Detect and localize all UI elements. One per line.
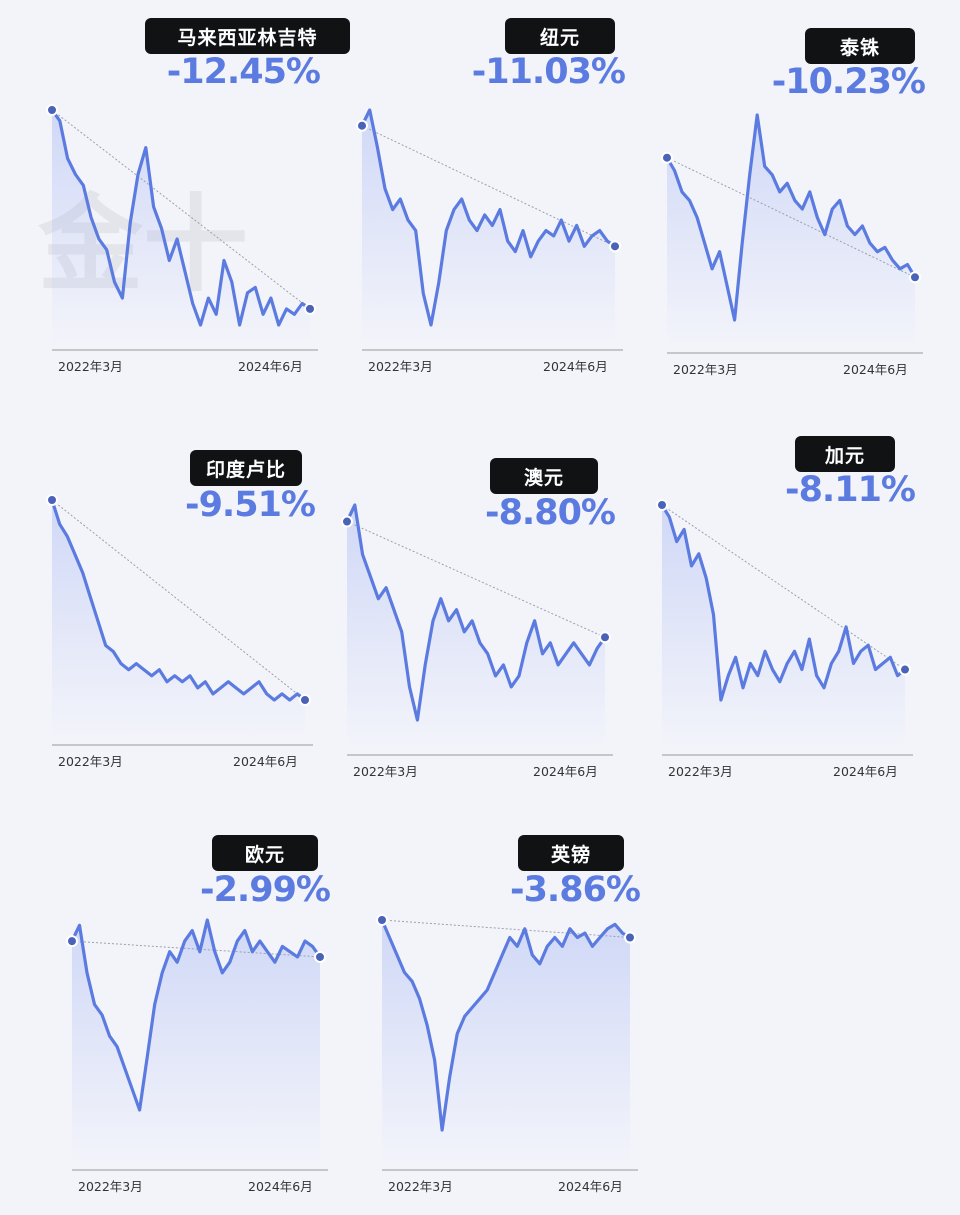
- x-tick-end: 2024年6月: [238, 359, 303, 374]
- start-point: [341, 515, 353, 528]
- currency-label: 澳元: [490, 458, 598, 494]
- trend-line: [361, 125, 616, 247]
- x-tick-start: 2022年3月: [353, 764, 418, 779]
- currency-label: 印度卢比: [190, 450, 302, 486]
- currency-label: 欧元: [212, 835, 318, 871]
- currency-label: 加元: [795, 436, 895, 472]
- area-fill: [347, 505, 605, 750]
- start-point: [656, 499, 668, 511]
- start-point: [661, 151, 673, 164]
- x-tick-start: 2022年3月: [668, 764, 733, 779]
- currency-label: 泰铢: [805, 28, 915, 64]
- percent-change: -10.23%: [771, 62, 926, 102]
- x-tick-start: 2022年3月: [673, 362, 738, 377]
- trend-line: [666, 157, 916, 278]
- percent-change: -3.86%: [510, 870, 641, 910]
- percent-change: -8.80%: [485, 493, 616, 533]
- x-tick-end: 2024年6月: [833, 764, 898, 779]
- currency-label: 英镑: [518, 835, 624, 871]
- percent-change: -11.03%: [471, 52, 626, 92]
- trend-line: [346, 521, 606, 638]
- series-line: [70, 918, 322, 1112]
- start-point: [376, 914, 388, 926]
- trend-line: [381, 919, 631, 938]
- series-line: [50, 499, 306, 702]
- currency-label: 马来西亚林吉特: [145, 18, 350, 54]
- x-tick-start: 2022年3月: [78, 1179, 143, 1194]
- x-tick-end: 2024年6月: [558, 1179, 623, 1194]
- percent-change: -8.11%: [785, 470, 916, 510]
- start-point: [46, 494, 58, 506]
- area-fill: [382, 920, 630, 1165]
- x-tick-end: 2024年6月: [248, 1179, 313, 1194]
- series-line: [380, 919, 631, 1132]
- percent-change: -9.51%: [185, 485, 316, 525]
- series-line: [665, 113, 917, 322]
- area-fill: [72, 920, 320, 1165]
- end-point: [624, 931, 636, 944]
- area-fill: [662, 505, 905, 750]
- end-point: [304, 302, 316, 315]
- x-tick-end: 2024年6月: [543, 359, 608, 374]
- series-line: [660, 504, 907, 702]
- currency-label: 纽元: [505, 18, 615, 54]
- trend-line: [51, 499, 306, 701]
- series-line: [360, 108, 616, 327]
- x-tick-start: 2022年3月: [368, 359, 433, 374]
- series-line: [345, 503, 607, 722]
- end-point: [314, 950, 326, 963]
- start-point: [46, 104, 58, 116]
- percent-change: -12.45%: [166, 52, 321, 92]
- x-tick-end: 2024年6月: [843, 362, 908, 377]
- x-tick-end: 2024年6月: [233, 754, 298, 769]
- percent-change: -2.99%: [200, 870, 331, 910]
- end-point: [909, 271, 921, 284]
- trend-line: [71, 940, 321, 958]
- x-tick-start: 2022年3月: [58, 754, 123, 769]
- area-fill: [667, 115, 915, 348]
- start-point: [66, 935, 78, 948]
- end-point: [609, 240, 621, 253]
- area-fill: [52, 500, 305, 740]
- end-point: [599, 631, 611, 644]
- x-tick-start: 2022年3月: [388, 1179, 453, 1194]
- x-tick-end: 2024年6月: [533, 764, 598, 779]
- trend-line: [661, 504, 906, 670]
- x-tick-start: 2022年3月: [58, 359, 123, 374]
- end-point: [899, 663, 911, 676]
- area-fill: [362, 110, 615, 345]
- start-point: [356, 119, 368, 132]
- watermark-logo: 金十: [38, 184, 249, 306]
- end-point: [299, 694, 311, 706]
